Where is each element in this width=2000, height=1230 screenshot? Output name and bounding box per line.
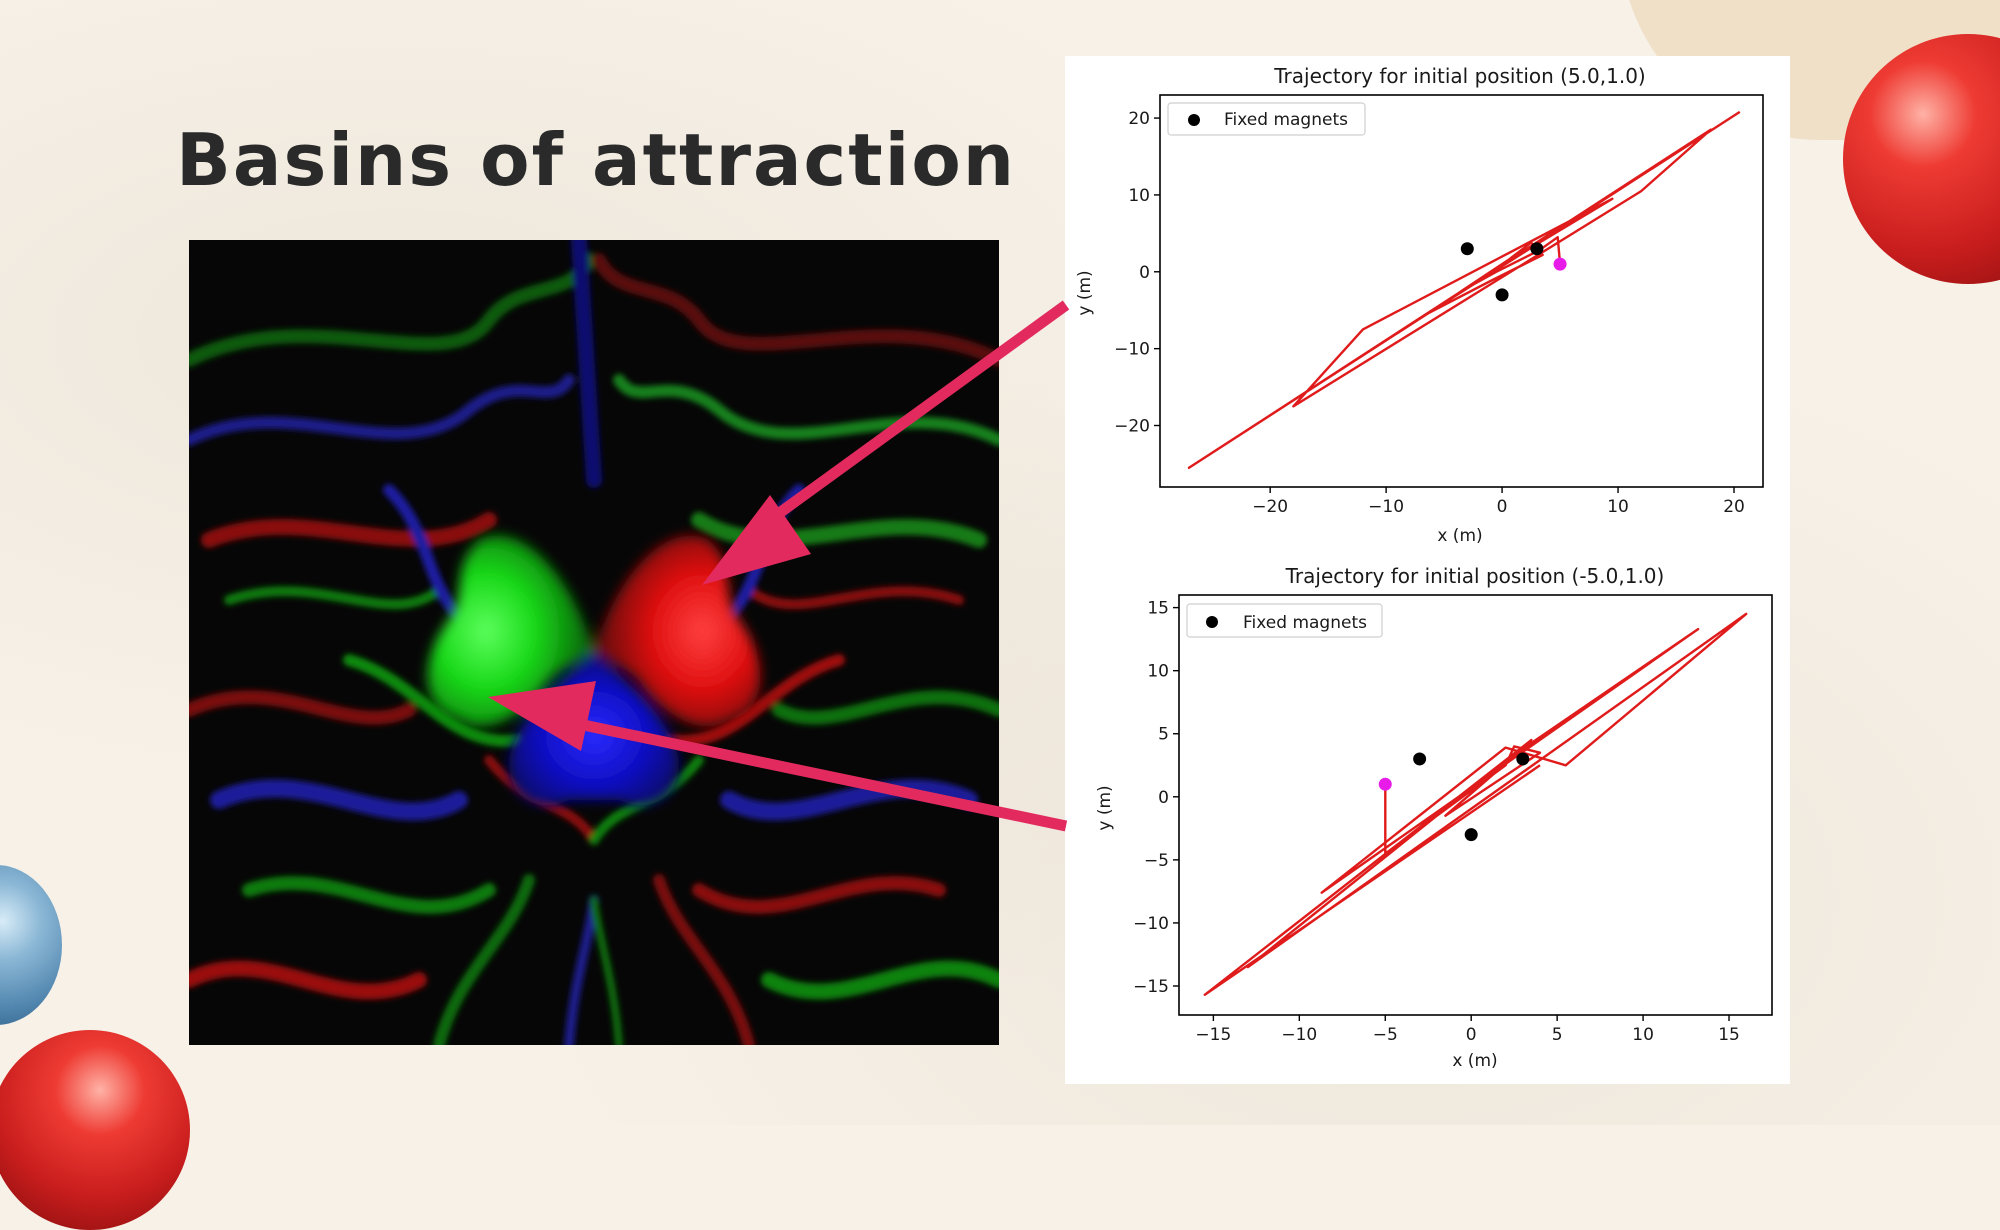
chart-2-title: Trajectory for initial position (-5.0,1.… (1285, 564, 1665, 588)
chart-1-xlabel: x (m) (1437, 526, 1482, 546)
chart-2-xtick-label: 10 (1632, 1025, 1654, 1045)
chart-1-legend-label: Fixed magnets (1224, 110, 1348, 130)
chart-2-legend-marker (1206, 616, 1218, 628)
chart-2-xtick-label: 15 (1718, 1025, 1740, 1045)
chart-1-plot-frame (1159, 94, 1764, 488)
chart-2-trajectory-line (1203, 612, 1748, 996)
chart-1-ytick-label: 0 (1139, 263, 1150, 283)
chart-1-xtick-label: 10 (1607, 497, 1629, 517)
trajectory-plots: Trajectory for initial position (5.0,1.0… (1075, 64, 1773, 1071)
chart-1-xtick-label: 0 (1497, 497, 1508, 517)
chart-1-legend-box (1167, 102, 1366, 136)
chart-2-xtick-label: −10 (1281, 1025, 1317, 1045)
chart-1-ytick-label: 10 (1128, 186, 1150, 206)
chart-2: Trajectory for initial position (-5.0,1.… (1095, 564, 1773, 1071)
chart-2-plot-frame (1178, 594, 1773, 1016)
chart-2-xtick-label: 5 (1552, 1025, 1563, 1045)
chart-2-ytick-label: 5 (1158, 725, 1169, 745)
chart-2-ytick-label: −5 (1144, 851, 1169, 871)
chart-2-legend-box (1186, 603, 1383, 638)
chart-2-ytick-label: −15 (1133, 977, 1169, 997)
chart-2-legend-label: Fixed magnets (1243, 613, 1367, 633)
chart-1-xtick-label: −10 (1368, 497, 1404, 517)
chart-2-ytick-label: −10 (1133, 914, 1169, 934)
chart-2-magnet-point (1464, 828, 1478, 842)
chart-1-trajectory-line (1187, 110, 1741, 469)
chart-2-magnet-point (1516, 752, 1530, 766)
chart-1-magnet-point (1530, 242, 1544, 256)
slide-title: Basins of attraction (176, 118, 1017, 202)
chart-1-start-point (1553, 257, 1567, 271)
trajectory-plots-panel: Trajectory for initial position (5.0,1.0… (1065, 56, 1790, 1084)
chart-1-title: Trajectory for initial position (5.0,1.0… (1273, 64, 1645, 88)
chart-1-ylabel: y (m) (1075, 270, 1095, 315)
chart-1-ytick-label: −10 (1114, 340, 1150, 360)
chart-1-magnet-point (1460, 242, 1474, 256)
chart-2-start-point (1378, 777, 1392, 791)
chart-2-magnet-point (1413, 752, 1427, 766)
chart-2-xlabel: x (m) (1452, 1051, 1497, 1071)
decorative-red-ball-bottom (0, 1030, 190, 1230)
chart-2-ytick-label: 15 (1147, 599, 1169, 619)
chart-1-legend: Fixed magnets (1167, 102, 1366, 136)
basins-fractal-graphic (189, 240, 999, 1045)
chart-2-ytick-label: 0 (1158, 788, 1169, 808)
chart-1-ytick-label: 20 (1128, 109, 1150, 129)
chart-2-xtick-label: −5 (1373, 1025, 1398, 1045)
chart-2-legend: Fixed magnets (1186, 603, 1383, 638)
chart-1-legend-marker (1188, 114, 1200, 126)
basins-fractal-image (189, 240, 999, 1045)
chart-2-xtick-label: 0 (1466, 1025, 1477, 1045)
chart-1-xtick-label: 20 (1723, 497, 1745, 517)
chart-2-ylabel: y (m) (1095, 785, 1115, 830)
chart-2-xtick-label: −15 (1195, 1025, 1231, 1045)
chart-1: Trajectory for initial position (5.0,1.0… (1075, 64, 1764, 546)
chart-1-xtick-label: −20 (1252, 497, 1288, 517)
chart-1-ytick-label: −20 (1114, 417, 1150, 437)
chart-2-ytick-label: 10 (1147, 662, 1169, 682)
chart-1-magnet-point (1495, 288, 1509, 302)
